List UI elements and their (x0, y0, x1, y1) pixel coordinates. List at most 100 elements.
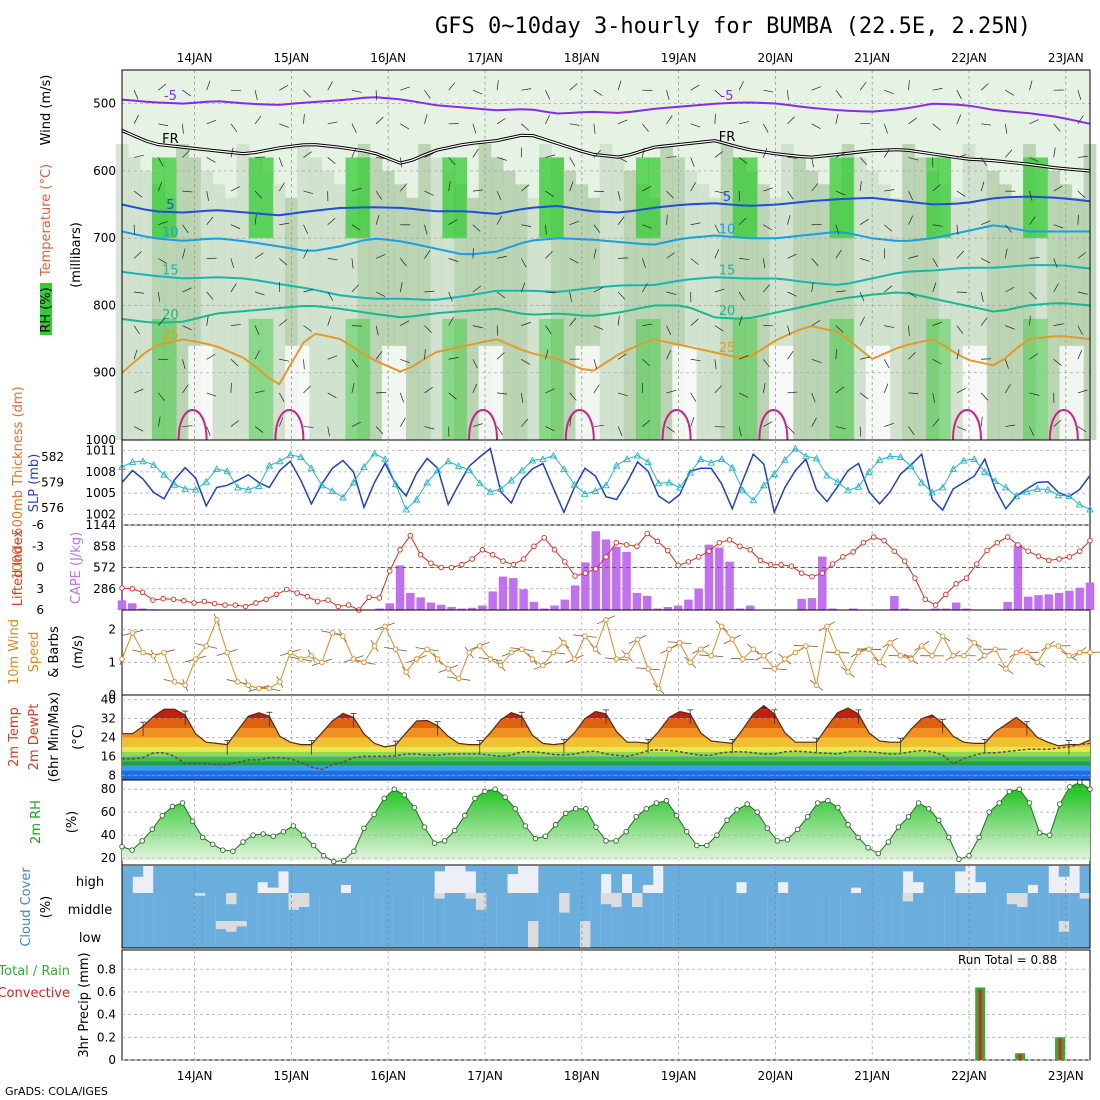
wind-barb (811, 183, 819, 192)
wind-barb (182, 325, 192, 331)
cloud-middle-bar (548, 893, 560, 921)
temp-tick: 24 (101, 731, 116, 745)
wind-barb (690, 416, 695, 427)
thickness-marker (633, 451, 642, 459)
cloud-middle-bar (267, 893, 279, 921)
cloud-low-bar (548, 921, 560, 948)
wind-barb (666, 252, 675, 259)
cloud-low-bar (642, 921, 654, 948)
wind-barb (617, 392, 628, 397)
rh-column (430, 157, 443, 441)
thickness-marker (381, 455, 389, 463)
cape-bar (807, 598, 817, 610)
wind-barb (980, 157, 987, 167)
lifted-index-marker (191, 600, 197, 606)
cloud-middle-bar (559, 912, 570, 921)
wind-barb (230, 324, 241, 326)
date-label-bottom: 17JAN (467, 1069, 503, 1083)
rh-marker (411, 804, 418, 811)
wind-barb (860, 122, 871, 125)
thickness-marker (907, 462, 915, 470)
cape-bar (663, 607, 673, 610)
wind-speed-marker (508, 649, 515, 656)
lifted-index-marker (181, 598, 187, 604)
cloud-middle-bar (132, 893, 144, 921)
rh-column (236, 144, 250, 440)
thickness-marker (539, 455, 547, 463)
cape-bar (931, 608, 940, 610)
rh-marker (290, 823, 297, 829)
cloud-middle-bar (579, 893, 591, 921)
thickness-marker (318, 481, 326, 489)
cloud-row-label: high (76, 875, 104, 890)
rh-moist-low (260, 318, 274, 440)
wind-barb (255, 390, 265, 394)
cloud-high-bar (933, 866, 945, 893)
lifted-index-marker (1015, 542, 1021, 548)
rh-marker (966, 853, 972, 859)
cloud-middle-bar (1069, 893, 1080, 921)
lifted-index-marker (994, 539, 1001, 546)
wind-barb (351, 148, 357, 158)
wind-barb (908, 215, 914, 225)
cloud-middle-bar (808, 893, 820, 921)
rh-marker (512, 805, 519, 812)
cloud-low-bar (465, 921, 477, 948)
wind-barb (1029, 216, 1036, 225)
wind-speed-marker (613, 656, 620, 662)
rh-marker (825, 797, 831, 804)
cloud-high-bar (600, 866, 612, 875)
lifted-index-marker (129, 586, 136, 592)
cloud-middle-bar (371, 893, 383, 921)
lifted-index-marker (531, 543, 537, 550)
wind-barb (206, 157, 216, 163)
cloud-mid-low-bg (559, 893, 570, 921)
rh-moist-low (744, 318, 758, 440)
cloud-middle-bar (1058, 893, 1070, 921)
wind-barb (230, 89, 241, 92)
rh-column (890, 197, 903, 440)
cloud-low-bar (1058, 931, 1070, 948)
cloud-low-bar (350, 921, 362, 948)
wind-barb (254, 291, 265, 296)
wind-barb (279, 85, 289, 91)
rh-marker (1026, 800, 1033, 806)
wind-barb (472, 189, 483, 192)
wind-barb (714, 190, 725, 194)
lifted-index-marker (778, 561, 784, 568)
wind-speed-marker (192, 656, 199, 662)
wind-speed-marker (592, 646, 599, 652)
rh-marker (895, 824, 902, 830)
wind-barb (400, 258, 407, 267)
cloud-middle-bar (840, 893, 852, 921)
wind-barb (642, 185, 652, 192)
cloud-low-bar (632, 921, 643, 948)
cloud-high-bar (215, 866, 227, 893)
contour-30 (274, 409, 305, 441)
wind-speed-marker (171, 679, 178, 685)
contour-label: FR (719, 130, 736, 145)
panels: 14JAN 14JAN 15JAN 15JAN 16JAN 16JAN 17JAN 17JAN… (0, 51, 1100, 1083)
lifted-index-marker (901, 558, 908, 564)
wind-barb (1077, 426, 1087, 433)
rh-marker (845, 822, 851, 828)
wind-speed-marker (634, 636, 641, 643)
thickness-marker (475, 479, 484, 487)
lifted-index-marker (623, 542, 630, 548)
thickness-marker (612, 461, 621, 469)
wind-barb (496, 215, 502, 225)
cape-bar (550, 605, 559, 610)
thickness-marker (1012, 492, 1021, 499)
wind-barb (545, 90, 551, 100)
cloud-high-bar (694, 866, 706, 893)
thickness-marker (391, 479, 400, 487)
slp-line (121, 447, 1091, 515)
cloud-high-bar (226, 866, 237, 893)
thickness-marker (328, 487, 337, 494)
rh-moist-column (732, 157, 746, 239)
cape-bar (900, 608, 909, 610)
thickness-marker (181, 484, 189, 492)
cloud-low-bar (923, 921, 935, 948)
wind-barb (133, 349, 138, 360)
cloud-middle-bar (475, 909, 487, 921)
